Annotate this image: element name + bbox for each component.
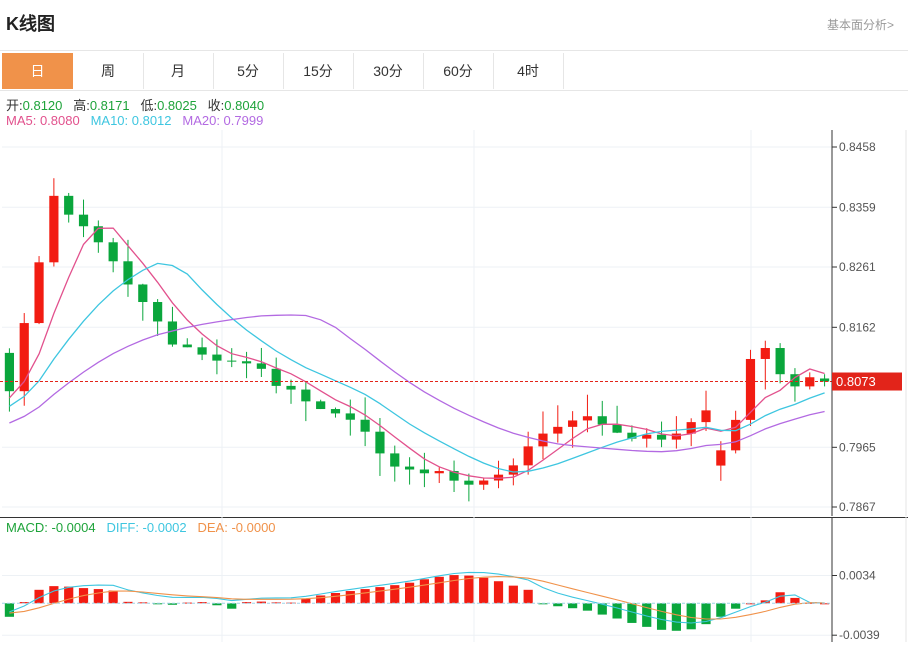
svg-text:0.8162: 0.8162 xyxy=(839,320,876,334)
svg-text:0.8261: 0.8261 xyxy=(839,260,876,274)
svg-text:0.8458: 0.8458 xyxy=(839,140,876,154)
svg-text:0.8073: 0.8073 xyxy=(836,374,876,389)
svg-text:-0.0039: -0.0039 xyxy=(839,628,880,642)
svg-text:0.7867: 0.7867 xyxy=(839,500,876,514)
svg-text:0.0034: 0.0034 xyxy=(839,569,876,583)
svg-text:0.8359: 0.8359 xyxy=(839,200,876,214)
svg-text:0.7965: 0.7965 xyxy=(839,440,876,454)
